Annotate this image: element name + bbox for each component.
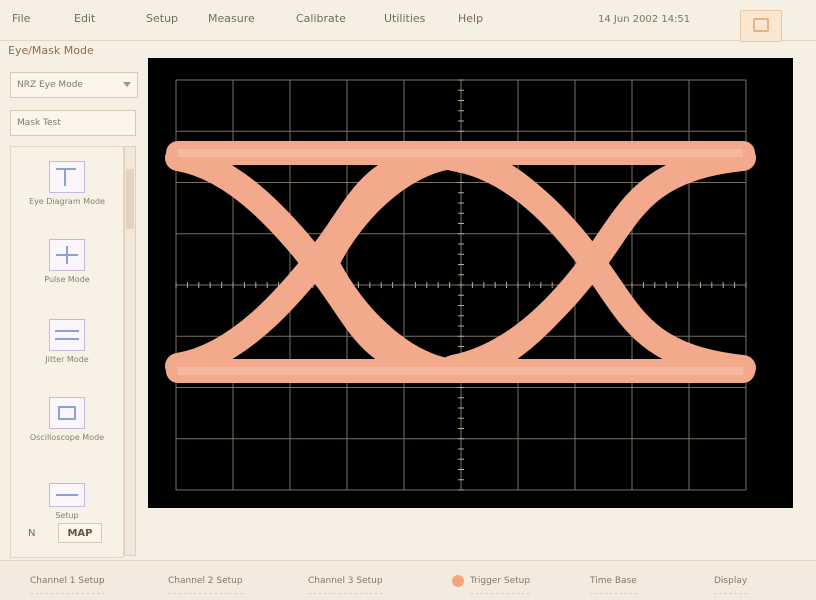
menu-bar: File Edit Setup Measure Calibrate Utilit…	[0, 0, 816, 42]
channel-3-button[interactable]: Channel 3 Setup	[308, 569, 383, 594]
bottom-toolbar: Channel 1 Setup Channel 2 Setup Channel …	[0, 560, 816, 600]
upper-eye-arc	[312, 146, 611, 284]
display-button[interactable]: Display	[714, 569, 748, 594]
setup-icon	[49, 483, 85, 507]
eye-trace-highlight	[178, 149, 743, 375]
trigger-button[interactable]: Trigger Setup	[470, 569, 531, 594]
acquisition-value[interactable]: MAP	[58, 523, 102, 543]
tool-scrollbar[interactable]	[124, 146, 136, 556]
date-time: 14 Jun 2002 14:51	[598, 14, 691, 25]
acquisition-control: N MAP	[18, 520, 102, 546]
menu-utilities[interactable]: Utilities	[384, 12, 426, 25]
tool-jitter[interactable]: Jitter Mode	[11, 319, 123, 365]
menu-file[interactable]: File	[12, 12, 31, 25]
window-icon	[753, 18, 769, 32]
tool-label: Eye Diagram Mode	[29, 197, 105, 206]
pulse-icon	[49, 239, 85, 271]
jitter-icon	[49, 319, 85, 351]
tool-label: Pulse Mode	[44, 275, 90, 284]
tool-label: Oscilloscope Mode	[29, 433, 105, 442]
dropdown-value: NRZ Eye Mode	[17, 80, 83, 90]
acquisition-label: N	[28, 528, 36, 539]
tool-pulse[interactable]: Pulse Mode	[11, 239, 123, 285]
mode-title: Eye/Mask Mode	[8, 44, 94, 57]
eye-trace	[165, 141, 756, 383]
menu-measure[interactable]: Measure	[208, 12, 255, 25]
mode-button[interactable]	[740, 10, 782, 42]
tool-label: Setup	[55, 511, 79, 520]
menu-edit[interactable]: Edit	[74, 12, 96, 25]
scope-icon	[49, 397, 85, 429]
channel-1-button[interactable]: Channel 1 Setup	[30, 569, 105, 594]
tool-eye-diagram[interactable]: Eye Diagram Mode	[11, 161, 123, 207]
mode-dropdown[interactable]: NRZ Eye Mode	[10, 72, 138, 98]
tool-palette: Eye Diagram Mode Pulse Mode Jitter Mode	[10, 146, 124, 558]
menu-setup[interactable]: Setup	[146, 12, 179, 25]
tool-label: Jitter Mode	[45, 355, 89, 364]
mask-field[interactable]: Mask Test	[10, 110, 136, 136]
channel-2-button[interactable]: Channel 2 Setup	[168, 569, 243, 594]
lower-eye-arc	[312, 242, 611, 382]
tool-setup[interactable]: Setup	[11, 483, 123, 521]
record-indicator-icon	[452, 575, 464, 587]
eye-diagram-display[interactable]	[148, 58, 793, 508]
menu-help[interactable]: Help	[458, 12, 484, 25]
timebase-button[interactable]: Time Base	[590, 569, 637, 594]
graticule	[175, 79, 747, 491]
scroll-thumb[interactable]	[126, 169, 134, 229]
chevron-down-icon	[123, 82, 131, 87]
tool-oscilloscope[interactable]: Oscilloscope Mode	[11, 397, 123, 443]
left-panel: NRZ Eye Mode Mask Test Eye Diagram Mode …	[0, 58, 148, 558]
eye-diagram-plot	[165, 79, 756, 491]
eye-diagram-icon	[49, 161, 85, 193]
menu-calibrate[interactable]: Calibrate	[296, 12, 346, 25]
